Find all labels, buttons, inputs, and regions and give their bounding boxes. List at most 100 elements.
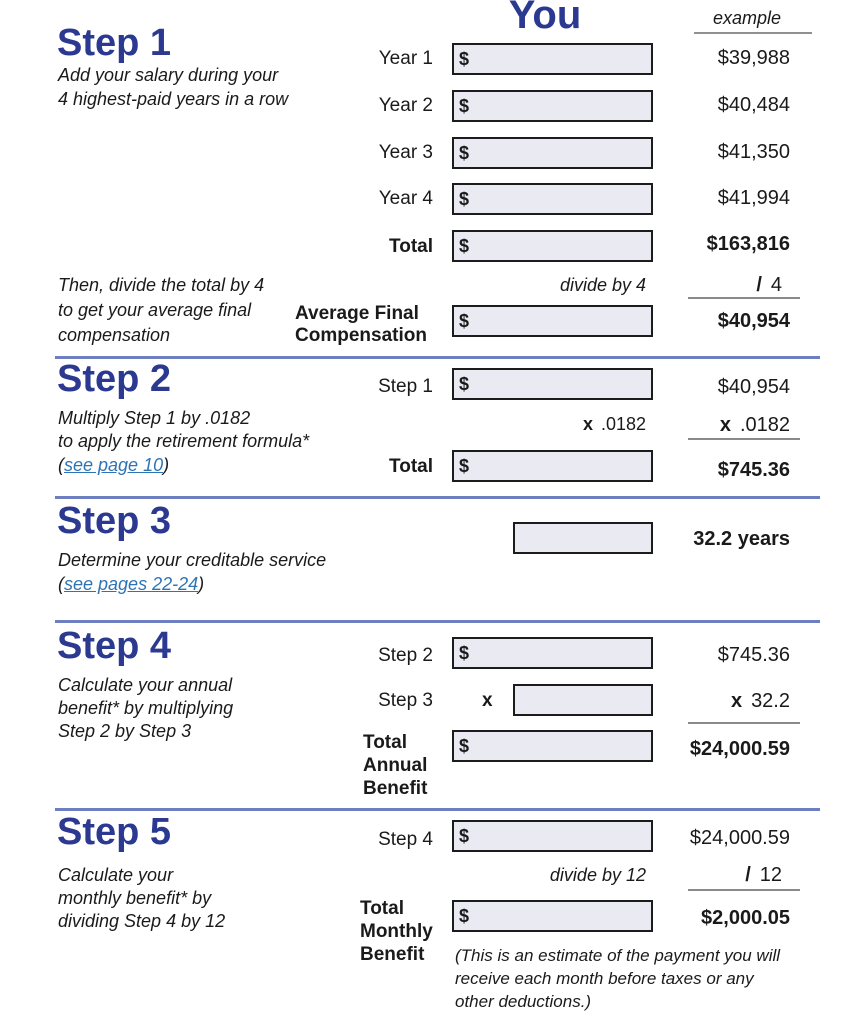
- step5-title: Step 5: [57, 811, 172, 853]
- year3-label: Year 3: [378, 142, 433, 163]
- step2-row1-example-value: $40,954: [717, 376, 790, 398]
- step1-title: Step 1: [57, 22, 172, 64]
- multiply-operator: x: [582, 414, 593, 434]
- dollar-sign: $: [459, 189, 470, 209]
- year1-input[interactable]: $: [452, 43, 653, 75]
- step5-estimate-note-line3: other deductions.): [455, 992, 592, 1011]
- step1-note-line3: compensation: [58, 325, 171, 345]
- step1-description-line2: 4 highest-paid years in a row: [58, 89, 289, 109]
- divide-by-4-example: /4: [756, 274, 782, 296]
- step3-example-value: 32.2 years: [693, 528, 790, 550]
- see-page-10-link[interactable]: see page 10: [64, 455, 164, 475]
- step2-see-page-line: (see page 10): [58, 455, 170, 475]
- average-final-compensation-example-value: $40,954: [717, 310, 790, 332]
- step4-row1-input[interactable]: $: [452, 637, 653, 669]
- example-column-header: example: [712, 8, 782, 28]
- step3-description: Determine your creditable service: [58, 550, 327, 570]
- step1-note-line1: Then, divide the total by 4: [58, 275, 265, 295]
- step3-see-pages-line: (see pages 22-24): [58, 574, 205, 594]
- section-divider: [55, 496, 820, 499]
- dollar-sign: $: [459, 643, 470, 663]
- total-monthly-benefit-label: Total Monthly Benefit: [360, 898, 433, 965]
- step4-row2-label: Step 3: [378, 690, 433, 711]
- step5-total-example-value: $2,000.05: [701, 907, 790, 929]
- year2-example-value: $40,484: [717, 94, 790, 116]
- dollar-sign: $: [459, 49, 470, 69]
- see-pages-22-24-link[interactable]: see pages 22-24: [64, 574, 199, 594]
- divide-by-4-label: divide by 4: [559, 275, 646, 295]
- multiply-0182-example: x .0182: [719, 414, 790, 436]
- multiply-0182-label: x .0182: [582, 414, 646, 434]
- step2-total-example-value: $745.36: [717, 459, 790, 481]
- step4-row2-input[interactable]: [513, 684, 653, 716]
- year3-example-value: $41,350: [717, 141, 790, 163]
- dollar-sign: $: [459, 374, 470, 394]
- step2-description-line2: to apply the retirement formula*: [58, 431, 310, 451]
- step2-total-label: Total: [389, 456, 433, 477]
- dollar-sign: $: [459, 906, 470, 926]
- step2-row1-input[interactable]: $: [452, 368, 653, 400]
- example-header-rule: [694, 32, 812, 34]
- dollar-sign: $: [459, 736, 470, 756]
- multiply-sign: x: [482, 690, 493, 711]
- year1-label: Year 1: [378, 48, 433, 69]
- year4-input[interactable]: $: [452, 183, 653, 215]
- step5-row1-label: Step 4: [378, 829, 433, 850]
- average-final-compensation-label: Average Final Compensation: [295, 303, 427, 346]
- you-column-header: You: [508, 0, 582, 37]
- multiply-operator: x: [719, 414, 731, 436]
- divide-operator: /: [745, 864, 751, 886]
- step5-description-line2: monthly benefit* by: [58, 888, 212, 908]
- step2-total-input[interactable]: $: [452, 450, 653, 482]
- step4-sum-rule: [688, 722, 800, 724]
- section-divider: [55, 620, 820, 623]
- divide-by-12-label: divide by 12: [549, 865, 646, 885]
- year1-example-value: $39,988: [717, 47, 790, 69]
- step5-sum-rule: [688, 889, 800, 891]
- step1-description-line1: Add your salary during your: [58, 65, 279, 85]
- step4-total-input[interactable]: $: [452, 730, 653, 762]
- dollar-sign: $: [459, 826, 470, 846]
- step1-total-label: Total: [389, 236, 433, 257]
- step1-note-line2: to get your average final: [58, 300, 252, 320]
- step5-estimate-note-line1: (This is an estimate of the payment you …: [455, 946, 781, 965]
- step1-total-example-value: $163,816: [706, 233, 790, 255]
- step3-title: Step 3: [57, 500, 172, 542]
- step3-service-input[interactable]: [513, 522, 653, 554]
- step4-description-line2: benefit* by multiplying: [58, 698, 234, 718]
- step5-total-input[interactable]: $: [452, 900, 653, 932]
- dollar-sign: $: [459, 456, 470, 476]
- average-final-compensation-input[interactable]: $: [452, 305, 653, 337]
- step4-row1-label: Step 2: [378, 645, 433, 666]
- divide-by-12-example: /12: [745, 864, 782, 886]
- step4-row2-example: x 32.2: [730, 690, 790, 712]
- year3-input[interactable]: $: [452, 137, 653, 169]
- step5-estimate-note-line2: receive each month before taxes or any: [455, 969, 754, 988]
- year4-label: Year 4: [378, 188, 433, 209]
- section-divider: [55, 808, 820, 811]
- step5-description-line3: dividing Step 4 by 12: [58, 911, 226, 931]
- multiply-operator: x: [730, 690, 743, 712]
- dollar-sign: $: [459, 96, 470, 116]
- year2-label: Year 2: [378, 95, 433, 116]
- step4-description-line1: Calculate your annual: [58, 675, 233, 695]
- step2-description-line1: Multiply Step 1 by .0182: [58, 408, 251, 428]
- year4-example-value: $41,994: [717, 187, 790, 209]
- step2-row1-label: Step 1: [378, 376, 433, 397]
- dollar-sign: $: [459, 143, 470, 163]
- dollar-sign: $: [459, 236, 470, 256]
- total-annual-benefit-label: Total Annual Benefit: [363, 732, 428, 799]
- step2-title: Step 2: [57, 358, 172, 400]
- step1-total-input[interactable]: $: [452, 230, 653, 262]
- dollar-sign: $: [459, 311, 470, 331]
- step5-row1-example-value: $24,000.59: [689, 827, 790, 849]
- step5-row1-input[interactable]: $: [452, 820, 653, 852]
- step4-row1-example-value: $745.36: [717, 644, 790, 666]
- step4-description-line3: Step 2 by Step 3: [58, 721, 192, 741]
- step5-description-line1: Calculate your: [58, 865, 174, 885]
- year2-input[interactable]: $: [452, 90, 653, 122]
- divide-operator: /: [756, 274, 762, 296]
- step2-sum-rule: [688, 438, 800, 440]
- step4-title: Step 4: [57, 625, 172, 667]
- step4-total-example-value: $24,000.59: [689, 738, 790, 760]
